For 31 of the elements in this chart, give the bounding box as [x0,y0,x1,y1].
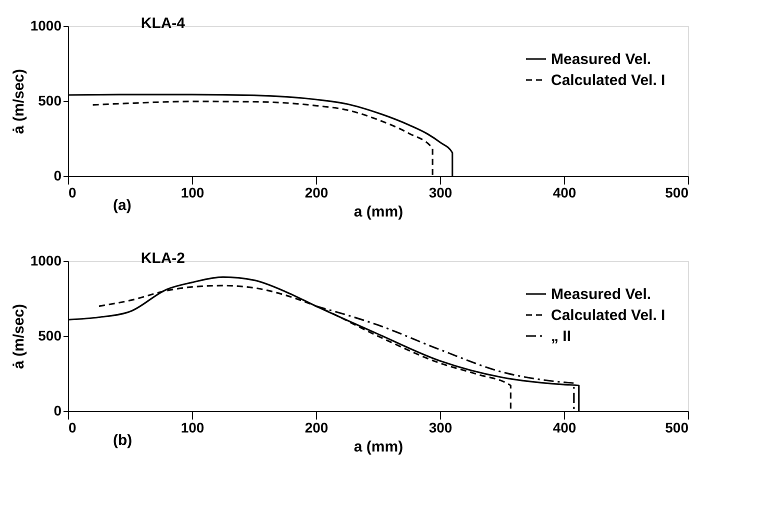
y-axis-title: ȧ (m/sec) [10,68,28,134]
legend-label: Measured Vel. [551,51,652,68]
x-tick-label: 300 [428,184,452,200]
x-tick-label: 100 [180,184,204,200]
y-tick-label: 1000 [30,252,62,268]
x-tick-label: 400 [552,184,576,200]
chart-title: KLA-2 [140,250,186,267]
legend-label: Calculated Vel. I [551,307,666,324]
x-tick-label: 0 [68,420,76,436]
legend-label: Measured Vel. [551,286,652,303]
x-tick-label: 500 [665,420,689,436]
y-axis-title: ȧ (m/sec) [10,304,28,370]
x-tick-label: 300 [428,420,452,436]
text: (b) [113,432,132,449]
x-tick-label: 200 [304,184,328,200]
y-tick-label: 1000 [30,18,62,34]
y-tick-label: 0 [54,402,62,418]
legend-label: Calculated Vel. I [551,72,666,89]
x-axis-title: a (mm) [354,438,404,456]
text: (a) [113,197,132,214]
legend-label: „ II [551,328,572,345]
x-tick-label: 200 [304,420,328,436]
x-tick-label: 500 [665,184,689,200]
y-tick-label: 500 [38,92,62,108]
y-tick-label: 0 [54,168,62,184]
x-tick-label: 400 [552,420,576,436]
x-tick-label: 100 [180,420,204,436]
x-axis-title: a (mm) [354,204,404,220]
chart-title: KLA-4 [140,15,186,32]
x-tick-label: 0 [68,184,76,200]
y-tick-label: 500 [38,328,62,344]
